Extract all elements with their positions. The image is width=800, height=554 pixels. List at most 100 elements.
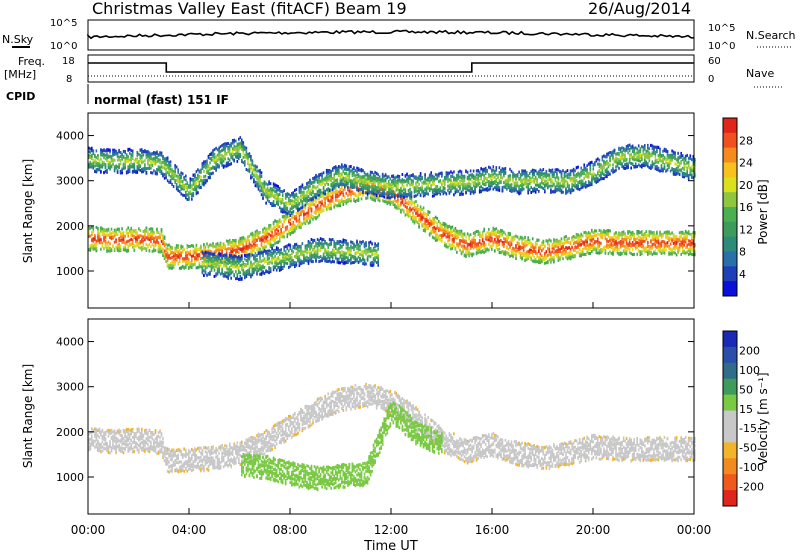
heatmap-cell [113,228,116,232]
heatmap-cell [681,242,684,245]
heatmap-cell [312,190,314,194]
heatmap-cell [125,160,128,164]
heatmap-cell [615,245,617,249]
heatmap-cell [388,201,390,205]
heatmap-cell [254,233,257,237]
heatmap-cell [103,156,105,160]
heatmap-cell [219,150,222,154]
heatmap-cell [587,235,590,239]
heatmap-cell [133,234,136,238]
heatmap-cell [131,164,134,168]
heatmap-cell [484,237,487,241]
heatmap-cell [478,245,481,249]
heatmap-cell [591,243,593,247]
heatmap-cell [218,152,220,156]
heatmap-cell [512,236,514,240]
heatmap-cell [660,240,663,244]
heatmap-cell [295,217,298,221]
heatmap-cell [633,243,635,246]
heatmap-cell [298,196,301,200]
heatmap-cell [559,241,561,245]
heatmap-cell [639,251,642,255]
heatmap-cell [148,155,151,159]
heatmap-cell [115,165,117,169]
heatmap-cell [219,248,222,252]
heatmap-cell [497,229,499,233]
heatmap-cell [192,250,195,254]
heatmap-cell [245,150,248,154]
heatmap-cell [142,150,145,153]
heatmap-cell [516,249,519,253]
heatmap-cell [238,240,240,244]
heatmap-cell [106,228,108,232]
heatmap-cell [168,164,170,168]
heatmap-cell [244,239,246,243]
heatmap-cell [154,170,157,174]
heatmap-cell [154,162,157,166]
heatmap-cell [156,152,158,156]
heatmap-cell [450,247,452,251]
heatmap-cell [315,216,317,220]
heatmap-cell [386,202,389,206]
heatmap-cell [456,233,458,236]
heatmap-cell [565,255,567,259]
heatmap-cell [372,198,375,202]
heatmap-cell [156,231,158,235]
heatmap-cell [168,160,170,164]
heatmap-cell [91,157,93,161]
heatmap-cell [304,198,307,201]
heatmap-cell [92,227,95,231]
heatmap-cell [315,186,317,190]
heatmap-cell [354,194,357,198]
heatmap-cell [575,246,578,250]
heatmap-cell [284,206,287,210]
heatmap-cell [110,155,113,159]
heatmap-cell [139,168,142,172]
heatmap-cell [648,235,651,239]
heatmap-cell [634,240,637,244]
heatmap-cell [609,239,611,243]
heatmap-cell [557,253,560,257]
heatmap-cell [92,245,95,249]
heatmap-cell [459,242,461,246]
heatmap-cell [289,213,292,217]
heatmap-cell [183,247,185,251]
heatmap-cell [266,228,269,232]
heatmap-cell [206,242,208,246]
noise-tick-left-low: 10^0 [50,41,77,52]
heatmap-cell [210,172,213,176]
heatmap-cell [272,185,275,189]
heatmap-cell [597,237,599,241]
heatmap-cell [547,253,549,257]
heatmap-cell [362,193,364,197]
heatmap-cell [607,234,610,238]
heatmap-cell [147,230,149,234]
heatmap-cell [212,154,214,158]
heatmap-cell [169,247,172,251]
heatmap-cell [477,243,479,247]
heatmap-cell [384,192,387,196]
heatmap-cell [275,235,278,239]
heatmap-cell [216,241,219,245]
heatmap-cell [260,182,263,185]
heatmap-cell [200,244,202,248]
heatmap-cell [371,194,373,198]
heatmap-cell [195,249,198,252]
heatmap-cell [127,226,129,230]
heatmap-cell [442,229,445,233]
heatmap-cell [528,238,531,242]
heatmap-cell [592,235,595,238]
heatmap-cell [480,234,482,238]
heatmap-cell [109,247,111,250]
heatmap-cell [274,189,276,193]
heatmap-cell [251,175,254,179]
heatmap-cell [495,240,498,244]
heatmap-cell [256,234,258,238]
heatmap-cell [410,200,413,204]
heatmap-cell [521,257,523,261]
heatmap-cell [625,238,628,241]
heatmap-cell [207,169,210,173]
heatmap-cell [315,208,317,212]
heatmap-cell [157,236,160,240]
heatmap-cell [659,244,661,248]
